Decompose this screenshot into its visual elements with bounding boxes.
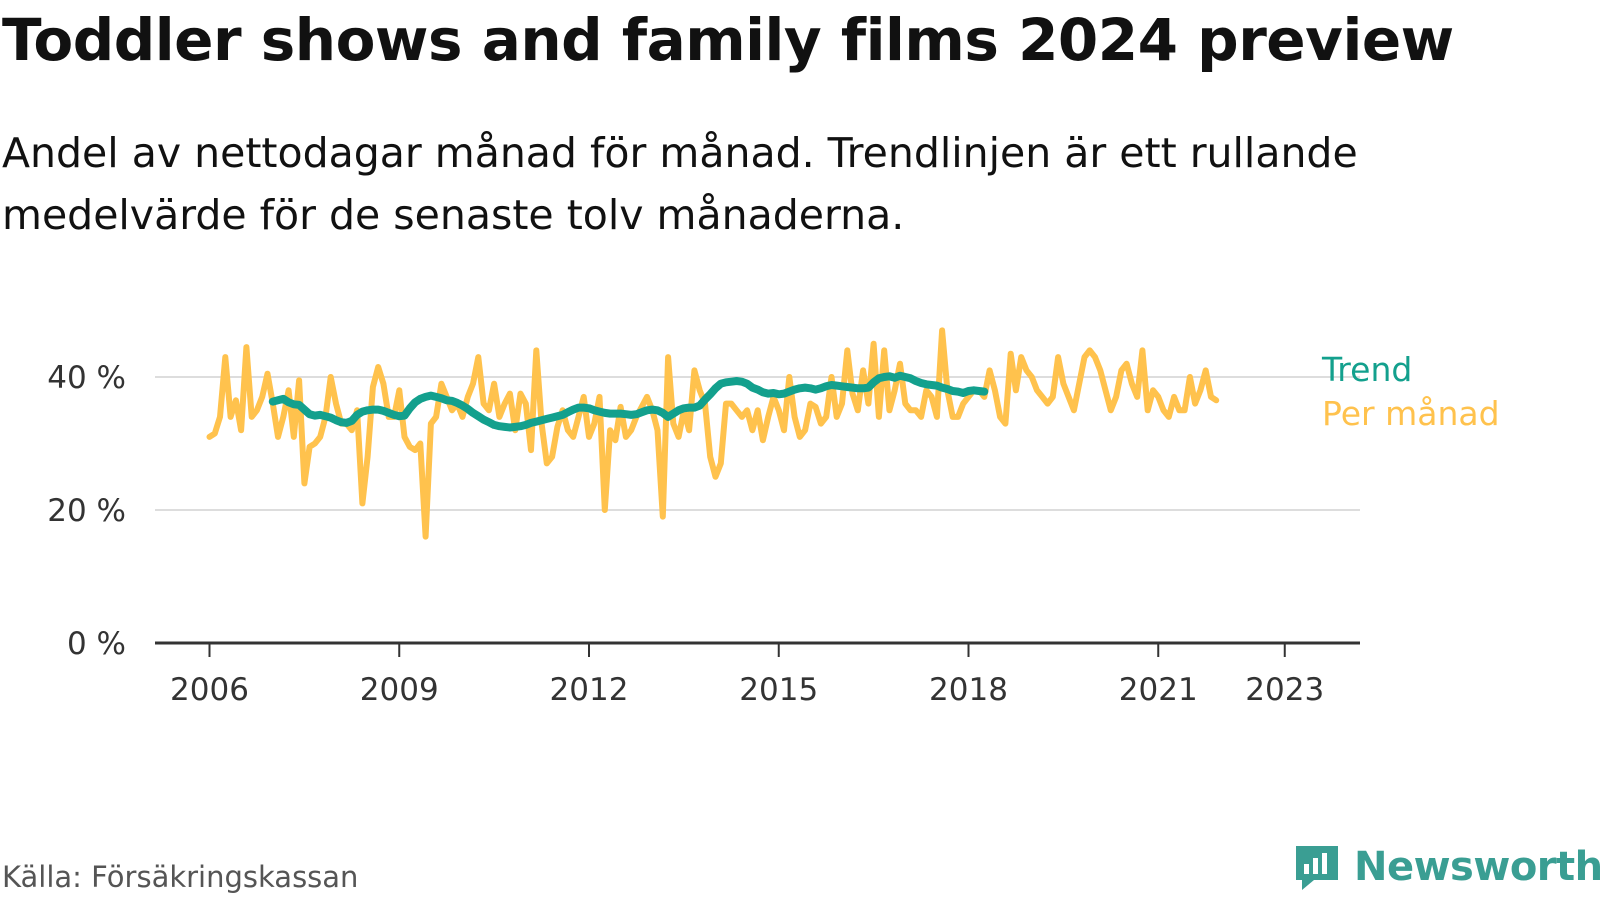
y-tick-label: 0 % xyxy=(67,626,126,662)
source-note: Källa: Försäkringskassan xyxy=(2,860,359,894)
x-tick-label: 2018 xyxy=(929,672,1008,708)
x-tick-label: 2012 xyxy=(550,672,629,708)
series-line-per-manad xyxy=(206,327,1220,540)
chart-subtitle: Andel av nettodagar månad för månad. Tre… xyxy=(2,129,1358,239)
legend: Trend Per månad xyxy=(1321,350,1500,433)
x-tick-label: 2006 xyxy=(170,672,249,708)
brand-logo[interactable]: Newsworthy xyxy=(1292,842,1600,892)
legend-label-per-manad: Per månad xyxy=(1322,394,1500,433)
chart-title: Toddler shows and family films 2024 prev… xyxy=(2,6,1454,74)
x-axis-ticks: 2006 2009 2012 2015 2018 2021 2023 xyxy=(170,643,1324,708)
y-tick-label: 40 % xyxy=(47,360,126,396)
legend-label-trend: Trend xyxy=(1321,350,1412,389)
x-tick-label: 2015 xyxy=(739,672,818,708)
x-tick-label: 2021 xyxy=(1119,672,1198,708)
newsworthy-logo-icon xyxy=(1296,846,1338,890)
x-tick-label: 2009 xyxy=(360,672,439,708)
y-axis-tick-labels: 0 % 20 % 40 % xyxy=(47,360,126,662)
series-line-trend xyxy=(268,371,989,432)
x-tick-label: 2023 xyxy=(1245,672,1324,708)
brand-name: Newsworthy xyxy=(1354,844,1600,890)
y-tick-label: 20 % xyxy=(47,493,126,529)
